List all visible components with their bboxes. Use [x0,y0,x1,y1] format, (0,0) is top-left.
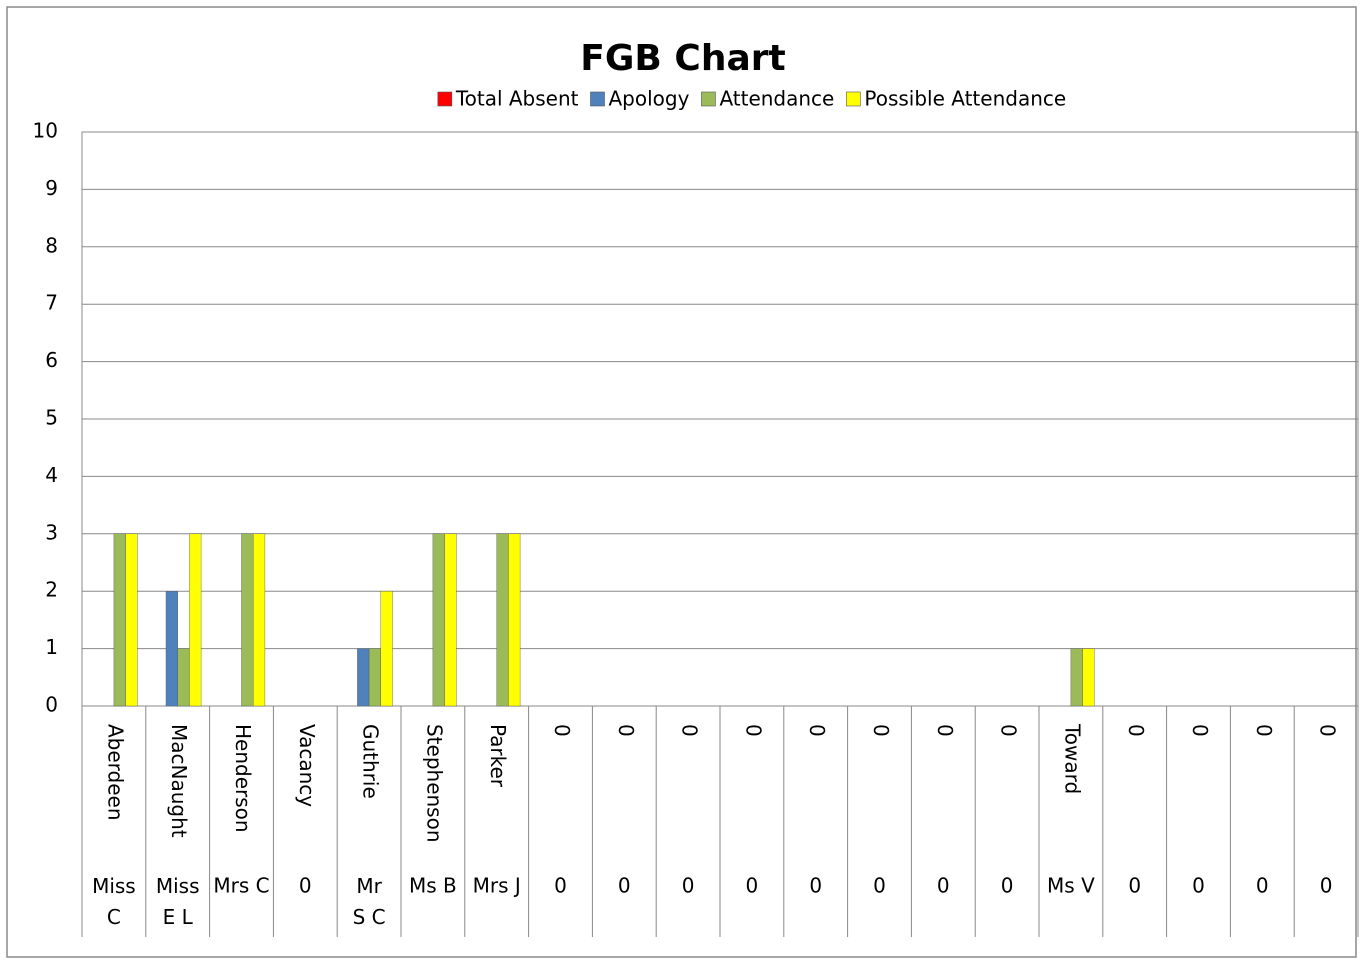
x-tick-label: 0 [1252,724,1276,737]
bar [189,533,202,707]
bar [113,533,126,707]
x-group-label: 0 [1256,874,1269,898]
x-tick-label: Stephenson [422,724,446,843]
bar [357,648,370,707]
legend-swatch [846,91,861,107]
x-group-label: 0 [873,874,886,898]
bar [125,533,138,707]
y-tick-label: 10 [33,119,58,143]
bar [380,591,393,707]
bar [177,648,190,707]
x-group-label: Mrs C [213,874,269,898]
x-tick-label: 0 [1316,724,1340,737]
x-tick-label: Vacancy [295,724,319,807]
x-group-label: Miss E L [156,874,200,929]
chart-border [6,6,1357,958]
bar [444,533,457,707]
x-tick-label: 0 [997,724,1021,737]
x-group-label: 0 [746,874,759,898]
legend-label: Apology [609,87,690,111]
x-group-label: 0 [937,874,950,898]
x-tick-label: 0 [869,724,893,737]
legend-item: Apology [590,87,690,111]
chart-title: FGB Chart [580,38,785,79]
x-group-label: Miss C [92,874,136,929]
x-group-label: 0 [1128,874,1141,898]
bar [368,648,382,707]
legend-item: Total Absent [437,87,579,111]
bar [241,533,254,707]
x-group-label: 0 [554,874,567,898]
x-tick-label: Aberdeen [103,724,127,821]
x-tick-label: 0 [550,724,574,737]
y-tick-label: 1 [45,635,58,659]
x-group-label: Ms V [1047,874,1095,898]
legend-label: Total Absent [455,87,579,111]
x-tick-label: MacNaught [167,724,191,838]
x-group-label: Ms B [409,874,457,898]
x-group-label: 0 [809,874,822,898]
legend-swatch [590,91,605,107]
legend-label: Attendance [719,87,834,111]
x-tick-label: 0 [741,724,765,737]
bar [496,533,509,707]
x-group-label: Mrs J [473,874,521,898]
legend-swatch [701,91,716,107]
y-tick-label: 4 [45,463,58,487]
y-tick-label: 0 [45,693,58,717]
legend-item: Attendance [701,87,834,111]
bar [1082,648,1095,707]
bar [1070,648,1083,707]
y-tick-label: 3 [45,520,58,544]
y-tick-label: 8 [45,233,58,257]
x-tick-label: 0 [805,724,829,737]
x-group-label: 0 [682,874,695,898]
x-tick-label: 0 [933,724,957,737]
x-group-label: 0 [299,874,312,898]
x-group-label: 0 [1001,874,1014,898]
y-tick-label: 5 [45,406,58,430]
y-tick-label: 7 [45,291,58,315]
legend-label: Possible Attendance [864,87,1066,111]
bar [165,591,178,707]
y-tick-label: 9 [45,176,58,200]
x-group-label: 0 [1192,874,1205,898]
x-tick-label: Guthrie [359,724,383,799]
legend-item: Possible Attendance [846,87,1066,111]
x-tick-label: 0 [1188,724,1212,737]
y-tick-label: 6 [45,348,58,372]
x-tick-label: Henderson [231,724,255,833]
x-tick-label: Toward [1060,723,1084,794]
x-group-label: Mr S C [353,874,386,929]
x-group-label: 0 [1320,874,1333,898]
legend-swatch [437,91,453,107]
x-tick-label: 0 [1124,724,1148,737]
y-tick-label: 2 [45,578,58,602]
bar [432,533,445,707]
x-group-label: 0 [618,874,631,898]
bar [508,533,521,707]
x-tick-label: 0 [614,724,638,737]
bar [252,533,266,707]
x-tick-label: 0 [678,724,702,737]
x-tick-label: Parker [486,724,510,788]
